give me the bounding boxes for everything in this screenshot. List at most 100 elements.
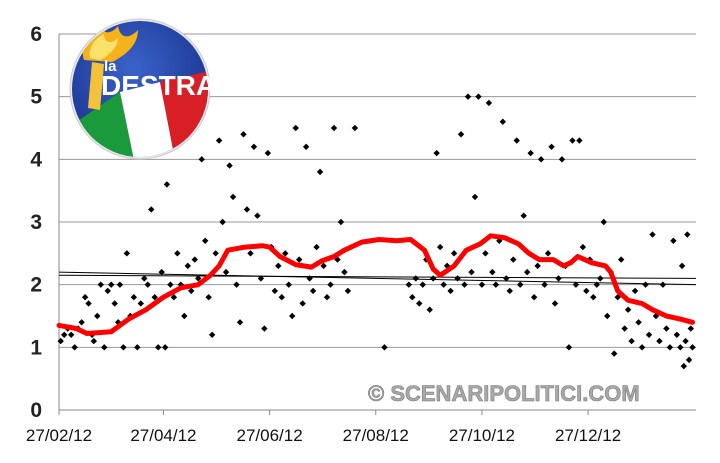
data-point: [517, 281, 524, 288]
trend-lines: [58, 271, 697, 286]
data-point: [689, 344, 696, 351]
data-point: [289, 312, 296, 320]
data-point: [174, 250, 181, 257]
data-point: [195, 275, 202, 282]
data-point: [638, 344, 646, 351]
data-point: [416, 300, 423, 307]
data-point: [61, 331, 68, 338]
data-point: [177, 281, 185, 288]
data-point: [250, 143, 258, 150]
data-point: [510, 256, 517, 263]
data-point: [551, 300, 559, 307]
data-point: [264, 149, 272, 157]
data-point: [604, 312, 611, 320]
data-point: [344, 287, 352, 295]
data-point: [327, 281, 334, 288]
data-point: [167, 281, 174, 288]
data-point: [419, 281, 426, 288]
data-point: [610, 350, 618, 357]
data-point: [666, 344, 674, 351]
data-point: [513, 137, 520, 144]
data-point: [67, 331, 75, 338]
data-point: [123, 250, 131, 257]
data-point: [656, 337, 663, 345]
data-point: [436, 243, 444, 251]
data-point: [503, 275, 510, 282]
data-point: [457, 131, 465, 138]
trend-line: [58, 271, 697, 286]
data-point: [426, 306, 433, 313]
data-point: [537, 156, 545, 163]
data-point: [454, 275, 461, 282]
data-point: [275, 262, 282, 270]
data-point: [572, 281, 580, 288]
data-point: [475, 93, 482, 100]
data-point: [316, 168, 324, 176]
data-point: [677, 344, 684, 351]
data-point: [471, 193, 479, 201]
data-point: [593, 281, 600, 288]
y-tick-label: 5: [30, 86, 42, 109]
x-tick-label: 27/04/12: [130, 426, 196, 445]
data-point: [163, 181, 171, 188]
data-point: [520, 212, 527, 219]
data-point: [215, 137, 223, 144]
data-point: [489, 268, 496, 276]
data-point: [111, 300, 118, 307]
data-point: [219, 218, 226, 226]
data-point: [659, 281, 667, 288]
data-point: [555, 275, 562, 282]
data-point: [137, 300, 145, 307]
data-point: [381, 344, 388, 351]
data-point: [247, 250, 254, 257]
data-point: [161, 344, 169, 351]
data-point: [302, 143, 310, 150]
data-point: [569, 137, 576, 144]
data-point: [201, 237, 209, 244]
y-tick-label: 3: [30, 211, 42, 234]
logo-small-text: la: [104, 58, 117, 75]
data-point: [351, 124, 359, 132]
data-point: [313, 243, 320, 251]
y-tick-label: 2: [30, 274, 42, 297]
data-point: [617, 256, 625, 263]
data-point: [468, 268, 475, 276]
data-point: [141, 275, 148, 282]
data-point: [485, 99, 493, 107]
axes: [58, 34, 696, 411]
data-point: [261, 325, 268, 332]
data-point: [306, 275, 313, 282]
data-point: [198, 156, 205, 163]
data-point: [579, 243, 587, 251]
la-destra-logo: la DESTRA: [69, 18, 216, 160]
data-point: [645, 331, 653, 338]
watermark: © SCENARIPOLITICI.COM: [368, 381, 640, 406]
data-point: [78, 319, 85, 326]
data-point: [71, 344, 78, 351]
data-point: [527, 149, 534, 157]
data-point: [680, 362, 688, 370]
data-point: [116, 281, 124, 288]
data-point: [492, 281, 500, 288]
x-tick-labels: 27/02/12 27/04/12 27/06/12 27/08/12 27/10/12…: [26, 410, 621, 445]
data-point: [134, 344, 141, 351]
data-point: [271, 287, 279, 295]
data-point: [685, 356, 693, 364]
data-point: [212, 250, 219, 257]
data-point: [295, 256, 303, 263]
data-point: [687, 325, 694, 332]
data-point: [523, 268, 531, 276]
data-point: [188, 287, 195, 295]
y-tick-label: 1: [30, 336, 42, 359]
logo-big-text: DESTRA: [101, 70, 216, 101]
trend-line: [58, 274, 697, 279]
data-point: [429, 275, 437, 282]
data-point: [282, 250, 289, 257]
data-point: [433, 149, 440, 157]
data-point: [158, 268, 165, 276]
data-point: [624, 306, 632, 313]
data-point: [447, 287, 454, 295]
data-point: [243, 206, 251, 213]
data-point: [337, 218, 345, 226]
moving-average: [56, 233, 695, 336]
